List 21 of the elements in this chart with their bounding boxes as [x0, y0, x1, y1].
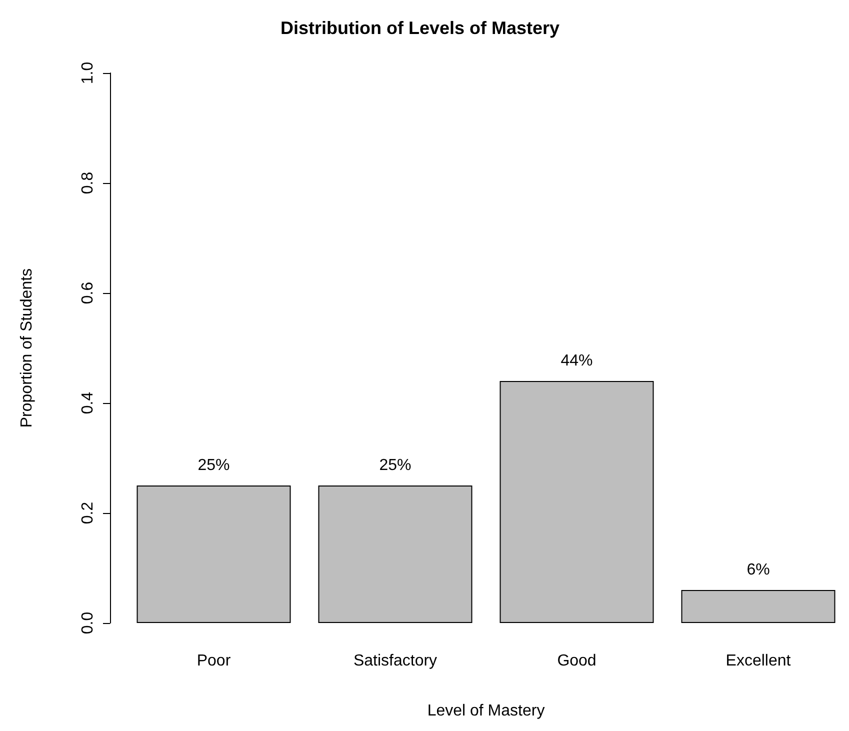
x-axis-title: Level of Mastery [427, 702, 545, 720]
x-tick-label: Poor [196, 652, 232, 670]
bar [136, 486, 291, 623]
y-tick-label: 1.0 [80, 62, 96, 84]
data-label: 6% [746, 562, 770, 578]
bar [681, 590, 836, 623]
y-tick-label: 0.0 [80, 612, 96, 634]
data-label: 25% [379, 457, 412, 474]
x-tick-label: Good [557, 652, 596, 670]
bar [318, 486, 472, 623]
y-tick-label: 0.8 [80, 172, 96, 194]
y-tick-label: 0.6 [80, 282, 96, 304]
bar [500, 381, 654, 623]
x-tick-label: Excellent [726, 652, 792, 670]
data-label: 44% [560, 352, 593, 370]
data-label: 25% [198, 457, 230, 474]
x-tick-label: Satisfactory [353, 652, 438, 670]
y-tick-label: 0.4 [80, 392, 96, 414]
y-axis-title: Proportion of Students [18, 268, 36, 428]
y-tick-label: 0.2 [80, 502, 96, 524]
chart-title: Distribution of Levels of Mastery [280, 18, 560, 38]
